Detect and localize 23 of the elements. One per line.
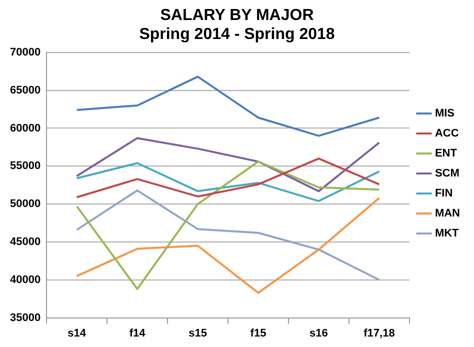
x-tick-label: s16 (310, 327, 328, 340)
legend-label: ACC (434, 128, 459, 140)
y-tick-label: 60000 (10, 122, 41, 134)
x-tick-label: f15 (250, 327, 266, 340)
chart-subtitle: Spring 2014 - Spring 2018 (139, 26, 335, 44)
y-tick-label: 45000 (10, 236, 41, 248)
chart-title: SALARY BY MAJOR (160, 7, 314, 24)
x-tick-label: s15 (188, 327, 207, 340)
y-tick-label: 35000 (10, 312, 41, 324)
legend-label: MAN (434, 208, 460, 220)
y-tick-label: 50000 (10, 198, 41, 210)
y-tick-label: 40000 (10, 274, 41, 286)
legend-label: ENT (434, 148, 458, 160)
y-tick-label: 65000 (10, 84, 41, 96)
y-tick-label: 70000 (10, 46, 41, 58)
legend-label: FIN (434, 188, 453, 200)
legend-label: MKT (434, 228, 460, 240)
legend-label: MIS (434, 108, 455, 120)
legend-label: SCM (434, 168, 460, 180)
x-tick-label: f14 (129, 327, 146, 340)
x-tick-label: f17,18 (364, 327, 395, 340)
y-tick-label: 55000 (10, 160, 41, 172)
x-tick-label: s14 (68, 327, 87, 340)
